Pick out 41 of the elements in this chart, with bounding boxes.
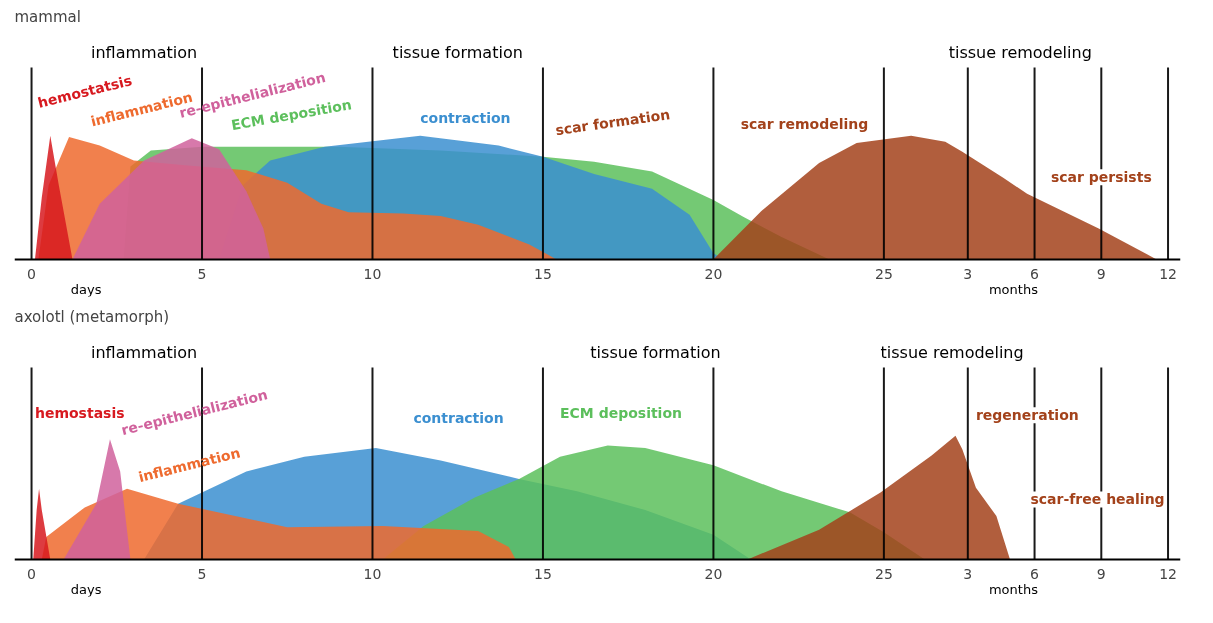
x2-tick-label: 6 [1030,266,1040,283]
text: days [70,282,102,298]
x2-tick-label: 12 [1159,266,1177,283]
x-tick-label: 5 [197,566,207,583]
x2-tick-label: 6 [1030,566,1040,583]
series-label: contraction [420,109,511,126]
x2-tick-label: 9 [1096,266,1106,283]
text: inflammation [91,342,198,362]
text: ECM deposition [560,404,683,421]
text: months [988,582,1039,598]
x-tick-label: 25 [874,266,893,283]
x2-tick-label: 3 [963,266,973,283]
annotation: scar formation [554,106,672,139]
annotation: scar-free healing [1030,491,1165,508]
x-tick-label: 10 [363,566,382,583]
text: days [70,582,102,598]
x2-tick-label: 3 [963,566,973,583]
x-tick-label: 5 [197,266,207,283]
x-tick-label: 15 [534,266,552,283]
annotation: scar persists [1050,169,1152,186]
text: inflammation [91,42,198,62]
text: tissue formation [392,42,523,62]
chart-title: mammal [14,7,81,26]
x-tick-label: 0 [27,566,37,583]
text: months [988,282,1039,298]
x2-tick-label: 12 [1159,566,1177,583]
series-label: scar remodeling [740,115,869,132]
x-tick-label: 0 [27,266,37,283]
text: tissue remodeling [948,42,1092,62]
x2-tick-label: 9 [1096,566,1106,583]
chart-title: axolotl (metamorph) [14,307,170,326]
text: contraction [413,409,504,426]
x-tick-label: 10 [363,266,382,283]
text: tissue formation [590,342,721,362]
x-tick-label: 15 [534,566,552,583]
text: tissue remodeling [880,342,1024,362]
text: hemostasis [34,404,125,421]
x-tick-label: 25 [874,566,893,583]
x-tick-label: 20 [704,266,723,283]
series-label: regeneration [975,407,1079,424]
x-tick-label: 20 [704,566,723,583]
